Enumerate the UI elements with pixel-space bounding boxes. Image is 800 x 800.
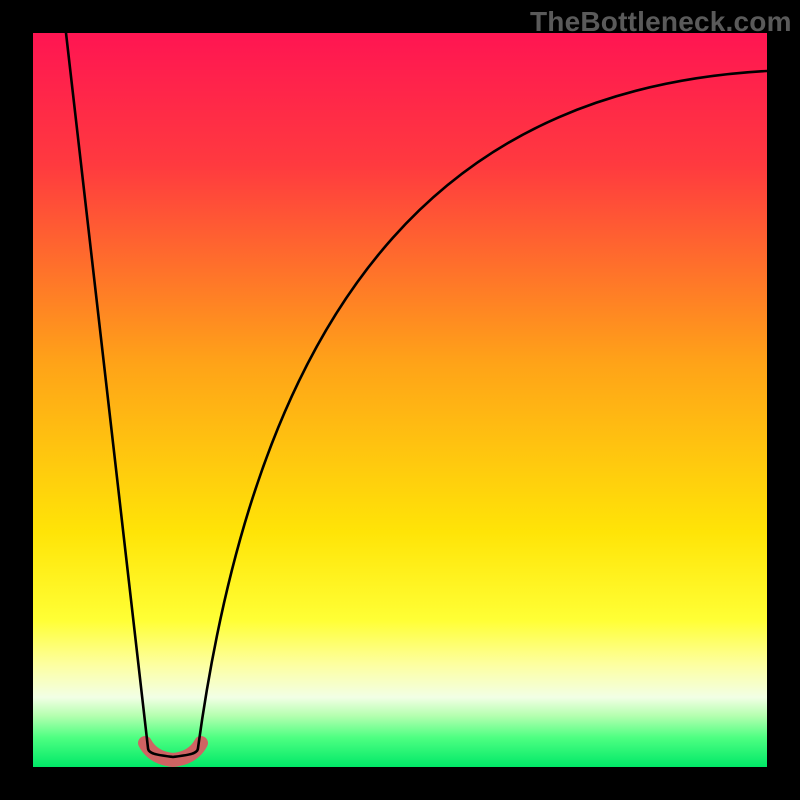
watermark-text: TheBottleneck.com bbox=[530, 6, 792, 38]
chart-frame: TheBottleneck.com bbox=[0, 0, 800, 800]
plot-area bbox=[33, 33, 767, 767]
gradient-background bbox=[33, 33, 767, 767]
plot-svg bbox=[33, 33, 767, 767]
